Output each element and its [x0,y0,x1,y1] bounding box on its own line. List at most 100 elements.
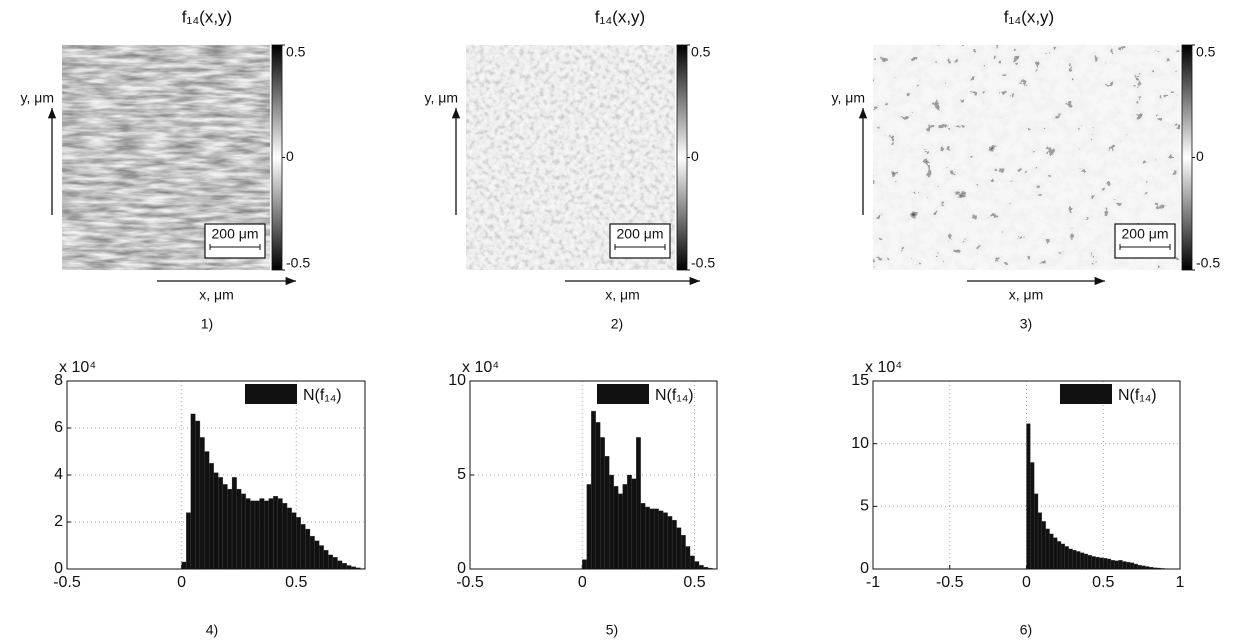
histogram-bar [698,565,704,570]
scale-bar [1119,244,1171,250]
histogram-bar [1095,556,1100,570]
histogram-bar [1137,565,1142,570]
caption: 6) [1020,622,1032,638]
histogram-bar [305,528,311,570]
histogram-bar [600,437,605,570]
histogram-bar [250,500,256,570]
y-axis-label: y, μm [832,90,865,106]
histogram-bar [1133,563,1138,570]
x-axis-label: x, μm [199,287,234,303]
histogram-bar [640,503,646,570]
x-tick-label: -1 [866,574,880,591]
histogram-bar [618,493,623,570]
legend-label: N(f₁₄) [655,387,694,404]
y-tick-label: 8 [54,372,63,389]
axis-multiplier: x 10⁴ [865,359,902,376]
x-tick-label: -0.5 [456,574,484,591]
histogram-bar [667,516,673,570]
legend-swatch [1060,384,1112,404]
y-tick-label: 0 [860,560,869,577]
histogram-bar [291,512,297,570]
histogram-bar [685,546,691,570]
x-tick-label: 0 [578,574,587,591]
map-title: f₁₄(x,y) [182,7,232,26]
histogram-bar [1122,561,1127,570]
histogram-bar [586,484,592,570]
scale-bar-box [1114,223,1176,259]
histogram-bar [208,463,214,570]
histogram-bar [186,512,191,570]
histogram-bar [273,495,279,570]
histogram-bar [1072,550,1077,570]
colorbar-tick-label: 0.5 [286,44,306,60]
histogram-bar [241,493,246,570]
histogram-bar [1083,553,1089,570]
caption: 2) [611,316,623,332]
histogram-bar [1045,528,1050,570]
histogram-bar [323,550,329,570]
histogram-bar [300,524,306,570]
histogram-bar [689,555,695,570]
histogram-bar [658,510,664,570]
histogram-bar [231,477,237,570]
histogram-bar [591,410,596,570]
histogram-bar [636,437,641,570]
y-tick-label: 10 [448,372,466,389]
plot-frame [66,380,366,570]
histogram-bar [1064,546,1069,570]
histogram-bar [282,503,288,570]
histogram-bar [236,488,242,570]
histogram-bar [296,517,301,570]
histogram-bar [1026,423,1031,570]
x-tick-label: 0.5 [1092,574,1114,591]
histogram-bar [181,561,187,570]
histogram-bar [582,559,587,570]
histogram-bar [1118,560,1123,570]
histogram-bar [337,560,343,570]
histogram-bar [1129,562,1135,570]
histogram-bar [1068,548,1073,570]
histogram-bar [346,565,352,570]
caption: 3) [1020,316,1032,332]
histogram-bar [245,498,251,570]
histogram-bar [268,498,274,570]
histogram-bar [649,508,655,570]
x-tick-label: 0 [1022,574,1031,591]
histogram-bar [1076,551,1081,570]
histogram-bar [1057,541,1062,570]
histogram-bar [653,508,659,570]
scale-bar-box [609,223,671,259]
histogram-bar [1087,555,1092,570]
histogram-bar [1060,543,1066,570]
histogram-bar [328,554,334,570]
y-tick-label: 10 [851,435,869,452]
histogram-bar [1103,558,1108,570]
histogram-bar [259,498,265,570]
legend-swatch [597,384,649,404]
histogram-bar [263,500,269,570]
colorbar-tick-label: -0.5 [286,255,310,271]
y-tick-label: 15 [851,372,869,389]
plot-frame [872,380,1181,570]
histogram-bar [595,422,601,570]
histogram-bar [680,535,686,570]
histogram-bar [631,478,637,570]
y-axis-label: y, μm [21,90,54,106]
histogram-bar [1114,560,1119,570]
scale-bar [209,244,261,250]
histogram-bar [662,512,668,570]
legend-label: N(f₁₄) [1118,387,1157,404]
y-axis-label: y, μm [425,90,458,106]
legend-label: N(f₁₄) [303,387,342,404]
x-tick-label: 1 [1176,574,1185,591]
histogram-bar [644,506,650,570]
histogram-bar [622,484,628,570]
histogram-bar [195,420,201,570]
x-tick-label: -0.5 [936,574,964,591]
histogram-bar [1091,556,1096,570]
histogram-bar [254,500,260,570]
histogram-bar [199,437,205,570]
plot-frame [469,380,718,570]
x-tick-label: 0.5 [285,574,307,591]
